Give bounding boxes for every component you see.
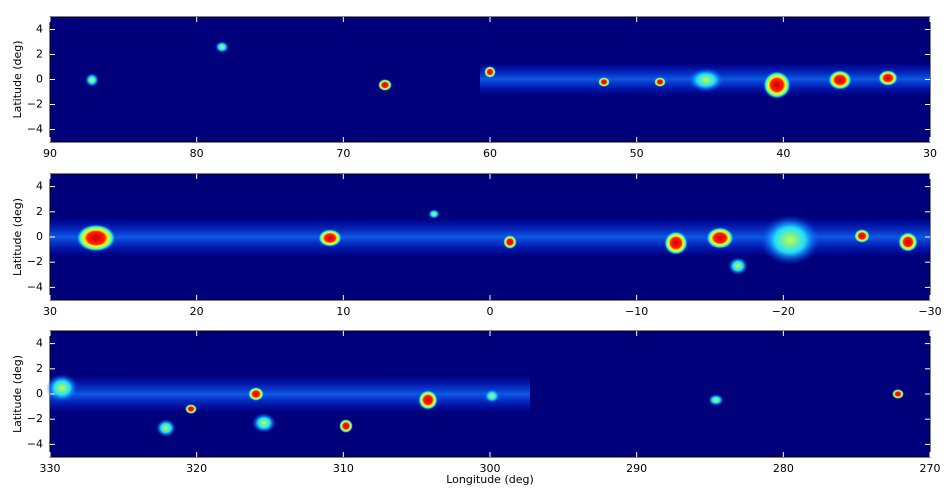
x-tick-label: 60 [483, 147, 497, 160]
y-tick-label: −2 [27, 98, 43, 111]
y-tick-label: 4 [36, 180, 43, 193]
y-tick-label: 0 [36, 230, 43, 243]
x-tick-label: 20 [190, 305, 204, 318]
y-tick-label: −2 [27, 412, 43, 425]
y-tick-label: −4 [27, 437, 43, 450]
y-tick-label: 2 [36, 205, 43, 218]
y-axis-label: Latitude (deg) [11, 198, 24, 276]
x-tick-label: 70 [336, 147, 350, 160]
x-tick-label: 310 [333, 462, 354, 475]
x-tick-label: 50 [630, 147, 644, 160]
y-tick-label: 2 [36, 362, 43, 375]
x-tick-label: 30 [923, 147, 937, 160]
x-tick-label: 320 [186, 462, 207, 475]
x-tick-label: 270 [920, 462, 941, 475]
x-tick-label: 40 [776, 147, 790, 160]
x-tick-label: −20 [772, 305, 795, 318]
y-tick-label: 4 [36, 23, 43, 36]
y-axis-label: Latitude (deg) [11, 40, 24, 118]
y-tick-label: 2 [36, 48, 43, 61]
x-tick-label: 290 [626, 462, 647, 475]
x-axis-label: Longitude (deg) [446, 473, 534, 486]
x-tick-label: −30 [918, 305, 941, 318]
plane-glow [50, 375, 530, 413]
sources [46, 374, 904, 437]
y-tick-label: −2 [27, 255, 43, 268]
sources [76, 209, 918, 275]
y-tick-label: 0 [36, 387, 43, 400]
x-tick-label: 80 [190, 147, 204, 160]
x-tick-label: 10 [336, 305, 350, 318]
x-tick-label: 280 [773, 462, 794, 475]
y-tick-label: −4 [27, 123, 43, 136]
x-tick-label: 0 [487, 305, 494, 318]
x-tick-label: 30 [43, 305, 57, 318]
y-tick-label: −4 [27, 280, 43, 293]
x-tick-label: 300 [480, 462, 501, 475]
y-tick-label: 4 [36, 337, 43, 350]
y-tick-label: 0 [36, 73, 43, 86]
x-tick-label: 90 [43, 147, 57, 160]
x-tick-label: 330 [40, 462, 61, 475]
panel: 90 80 70 60 50 40 30 −4 −2 0 2 4 Latitude (deg) [11, 16, 937, 160]
y-axis-label: Latitude (deg) [11, 355, 24, 433]
sources [85, 41, 898, 99]
panel: 330 320 310 300 290 280 270 −4 −2 0 2 4 Latitude (de… [11, 330, 941, 486]
x-tick-label: −10 [625, 305, 648, 318]
